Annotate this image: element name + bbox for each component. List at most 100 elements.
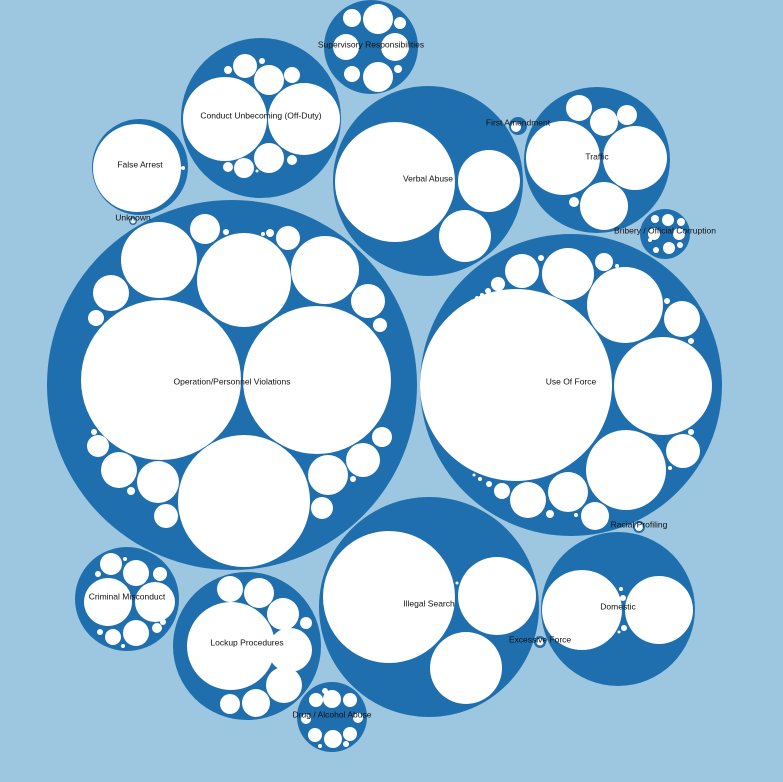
leaf-circle [91, 429, 97, 435]
group-racial-profiling[interactable]: Racial Profiling [611, 519, 668, 533]
leaf-circle [651, 215, 659, 223]
group-label: Criminal Misconduct [89, 591, 166, 601]
leaf-circle [574, 513, 578, 517]
leaf-circle [569, 197, 579, 207]
leaf-circle [581, 502, 609, 530]
leaf-circle [242, 689, 270, 717]
group-bribery-official-corruption[interactable]: Bribery / Official Corruption [614, 209, 716, 259]
group-label: Domestic [600, 601, 636, 611]
group-verbal-abuse[interactable]: Verbal Abuse [333, 86, 523, 276]
leaf-circle [648, 228, 660, 240]
group-supervisory-responsibilities[interactable]: Supervisory Responsibilities [318, 0, 424, 94]
group-traffic[interactable]: Traffic [524, 87, 670, 233]
group-label: Conduct Unbecoming (Off-Duty) [200, 110, 321, 120]
leaf-circle [617, 105, 637, 125]
leaf-circle [322, 688, 328, 694]
leaf-circle [590, 108, 618, 136]
leaf-circle [87, 435, 109, 457]
group-drug-alcohol-abuse[interactable]: Drug / Alcohol Abuse [293, 682, 372, 752]
leaf-circle [350, 476, 356, 482]
leaf-circle [511, 122, 521, 132]
leaf-circle [309, 693, 323, 707]
leaf-circle [308, 455, 348, 495]
leaf-circle [224, 66, 232, 74]
leaf-circle [291, 236, 359, 304]
group-illegal-search[interactable]: Illegal Search [319, 497, 539, 717]
leaf-circle [153, 567, 167, 581]
group-label: Supervisory Responsibilities [318, 39, 424, 49]
group-domestic[interactable]: Domestic [541, 532, 695, 686]
leaf-circle [494, 483, 510, 499]
group-unknown[interactable]: Unknown [115, 212, 151, 225]
leaf-circle [323, 690, 341, 708]
group-first-amendment[interactable]: First Amendment [486, 117, 551, 135]
leaf-circle [635, 523, 643, 531]
leaf-circle [266, 229, 274, 237]
leaf-circle [475, 296, 479, 300]
leaf-circle [486, 481, 492, 487]
group-use-of-force[interactable]: Use Of Force [420, 234, 722, 536]
group-excessive-force[interactable]: Excessive Force [509, 634, 572, 648]
leaf-circle [268, 83, 340, 155]
leaf-circle [223, 162, 233, 172]
leaf-circle [485, 288, 491, 294]
leaf-circle [101, 452, 137, 488]
leaf-circle [480, 293, 484, 297]
leaf-circle [121, 222, 197, 298]
group-criminal-misconduct[interactable]: Criminal Misconduct [75, 547, 179, 651]
leaf-circle [324, 730, 342, 748]
leaf-circle [267, 598, 299, 630]
leaf-circle [619, 587, 623, 591]
leaf-circle [187, 602, 275, 690]
leaf-circle [478, 477, 482, 481]
group-false-arrest[interactable]: False Arrest [92, 119, 188, 215]
group-lockup-procedures[interactable]: Lockup Procedures [173, 572, 321, 720]
leaf-circle [93, 275, 129, 311]
leaf-circle [135, 582, 175, 622]
leaf-circle [538, 255, 544, 261]
leaf-circle [254, 65, 284, 95]
leaf-circle [394, 17, 406, 29]
leaf-circle [346, 443, 380, 477]
group-label: Unknown [115, 212, 151, 222]
leaf-circle [344, 66, 360, 82]
leaf-circle [614, 337, 712, 435]
leaf-circle [121, 644, 125, 648]
leaf-circle [664, 298, 670, 304]
leaf-circle [130, 218, 136, 224]
group-label: Drug / Alcohol Abuse [293, 709, 372, 719]
group-conduct-unbecoming[interactable]: Conduct Unbecoming (Off-Duty) [181, 38, 341, 198]
leaf-circle [93, 124, 181, 212]
leaf-circle [178, 435, 310, 567]
leaf-circle [430, 632, 502, 704]
leaf-circle [197, 233, 291, 327]
leaf-circle [666, 434, 700, 468]
leaf-circle [100, 553, 122, 575]
leaf-circle [244, 578, 274, 608]
leaf-circle [343, 9, 361, 27]
group-label: First Amendment [486, 117, 551, 127]
leaf-circle [84, 578, 132, 626]
leaf-circle [333, 34, 359, 60]
group-label: False Arrest [117, 159, 163, 169]
group-operation-personnel-violations[interactable]: Operation/Personnel Violations [47, 200, 417, 570]
leaf-circle [220, 694, 240, 714]
leaf-circle [190, 214, 220, 244]
leaf-circle [580, 182, 628, 230]
group-label: Verbal Abuse [403, 173, 453, 183]
leaf-circle [152, 623, 162, 633]
leaf-circle [620, 595, 626, 601]
leaf-circle [318, 744, 322, 748]
leaf-circle [88, 310, 104, 326]
leaf-circle [542, 570, 622, 650]
leaf-circle [223, 229, 229, 235]
leaf-circle [615, 264, 619, 268]
group-label: Use Of Force [546, 376, 597, 386]
leaf-circle [455, 581, 459, 585]
leaf-circle [420, 289, 612, 481]
leaf-circle [261, 232, 265, 236]
leaf-circle [586, 430, 666, 510]
leaf-circle [123, 620, 149, 646]
leaf-circle [546, 510, 554, 518]
leaf-circle [243, 306, 391, 454]
